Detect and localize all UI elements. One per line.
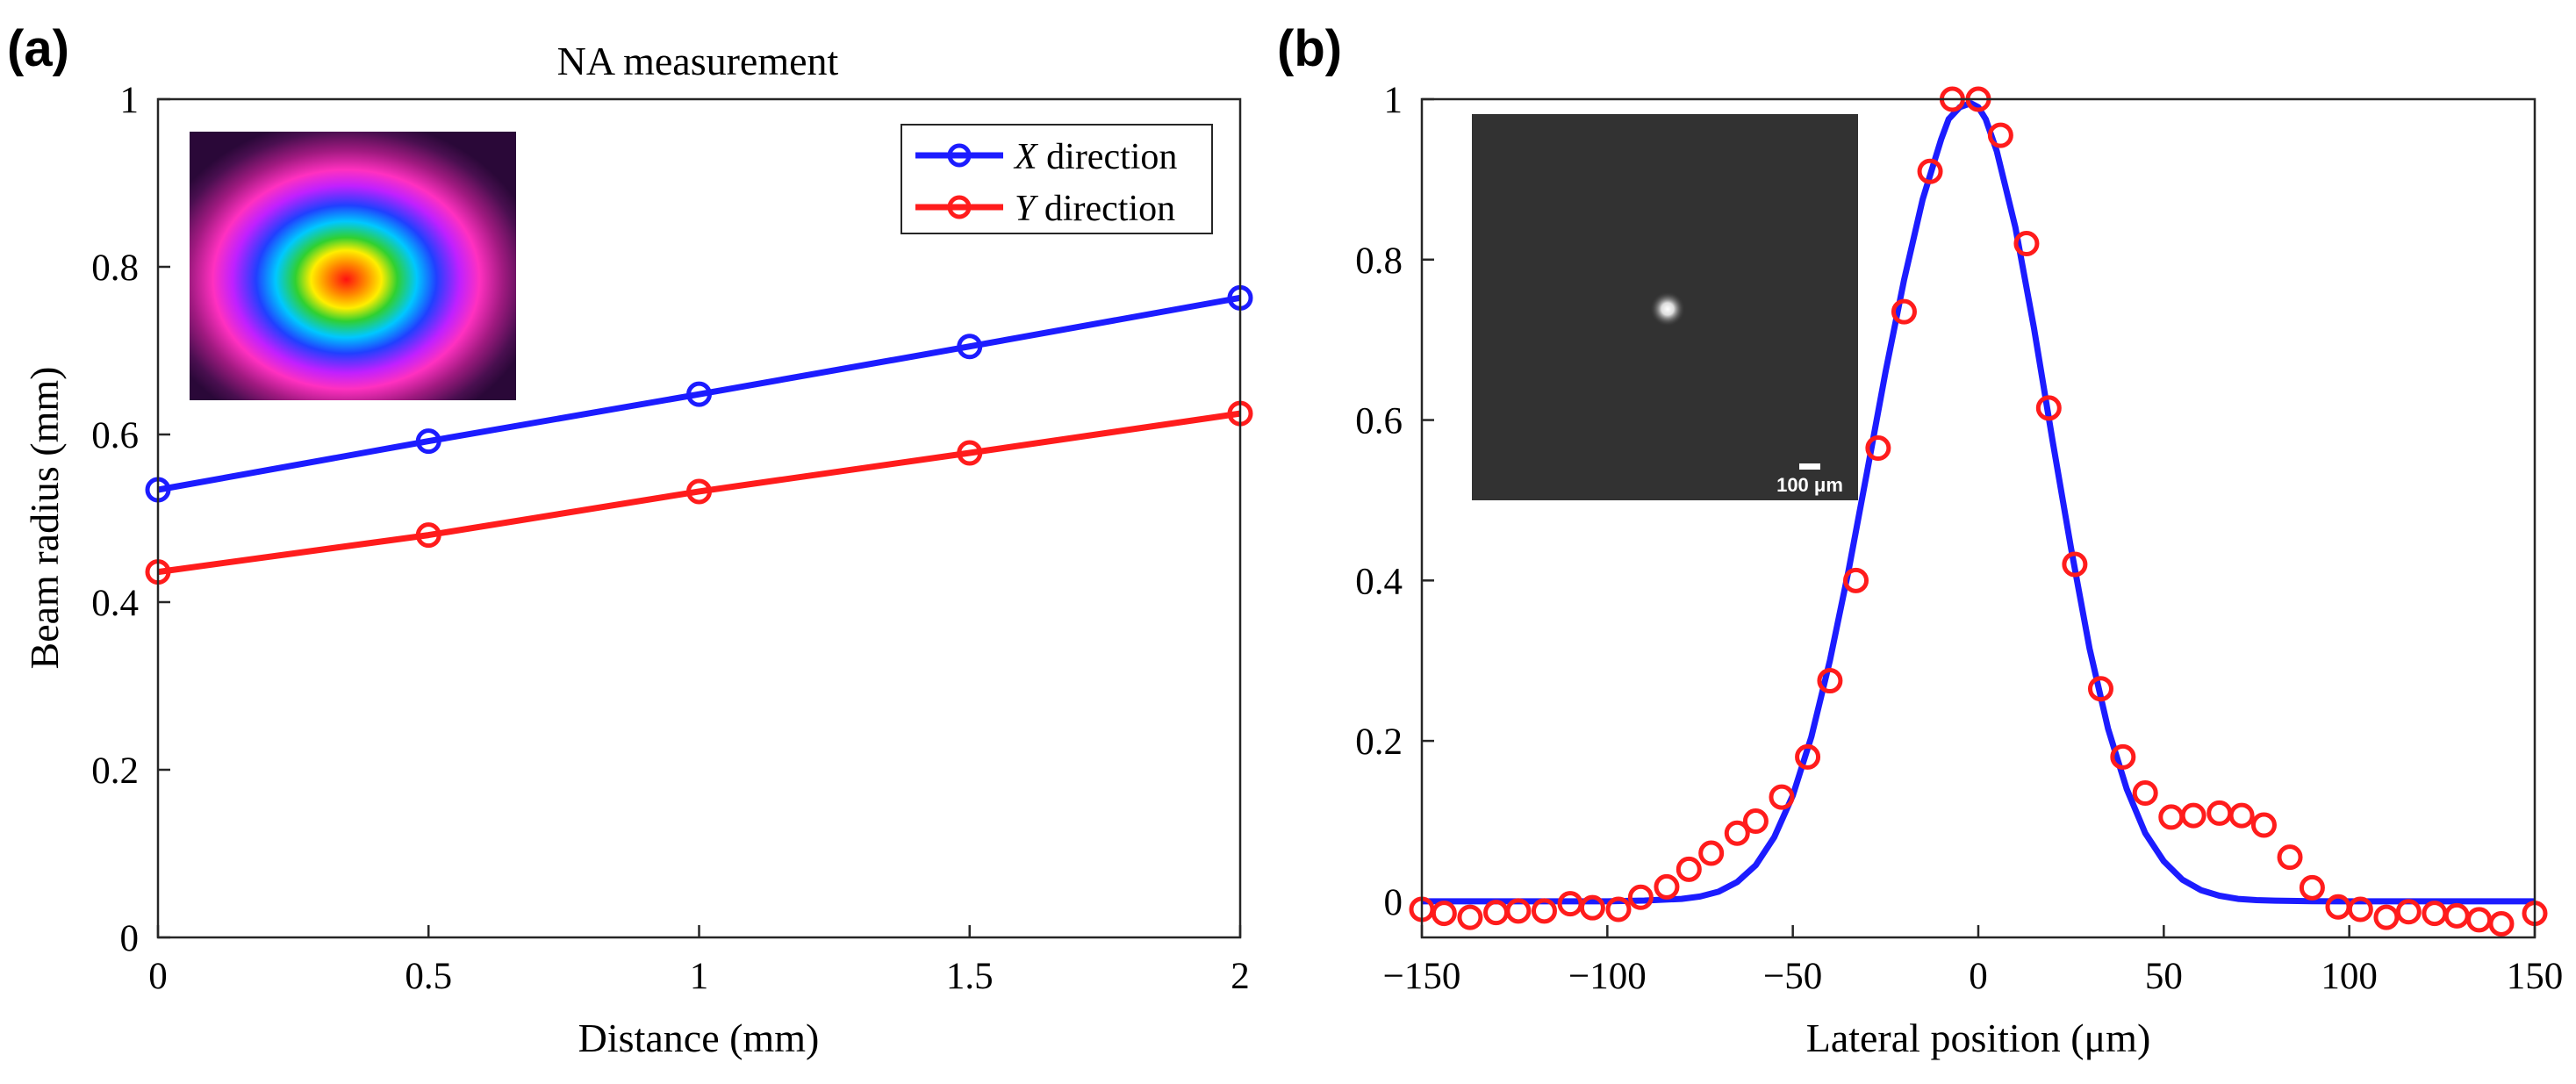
measured-marker	[2132, 780, 2158, 807]
measured-marker	[2013, 230, 2040, 256]
y-tick-label: 0.2	[1355, 721, 1403, 763]
measured-marker	[2158, 804, 2185, 830]
panel-b-x-ticks: −150 −100 −50 0 50 100 150	[1383, 925, 2564, 997]
y-tick-label: 0.6	[1355, 401, 1403, 442]
y-tick-label: 1	[120, 80, 140, 121]
measured-marker	[1917, 158, 1943, 184]
legend-x-label: X direction	[1013, 137, 1177, 177]
panel-a-series	[145, 284, 1253, 585]
x-tick-label: 1.5	[946, 956, 994, 997]
measured-marker	[2206, 800, 2233, 826]
x-tick-label: 0	[1969, 956, 1988, 997]
panel-a-label: (a)	[7, 20, 69, 77]
panel-a-x-ticks: 0 0.5 1 1.5 2	[148, 925, 1250, 997]
measured-marker	[2110, 743, 2136, 770]
x-tick-label: 1	[690, 956, 709, 997]
measured-marker	[1457, 904, 1483, 930]
measured-marker	[2488, 910, 2515, 937]
panel-b-x-axis-label: Lateral position (μm)	[1806, 1016, 2151, 1060]
measured-marker	[1605, 896, 1632, 922]
measured-marker	[2422, 901, 2448, 927]
y-direction-marker	[686, 478, 712, 505]
measured-marker	[1698, 840, 1725, 866]
measured-marker	[2395, 899, 2422, 925]
legend-y-marker	[947, 195, 972, 219]
measured-marker	[2035, 395, 2062, 421]
y-tick-label: 0.8	[91, 248, 139, 289]
y-direction-marker	[415, 522, 441, 549]
measured-marker	[1891, 298, 1917, 325]
measured-marker	[2250, 812, 2277, 838]
microscope-spot-inset: 100 μm	[1472, 114, 1858, 500]
panel-b-axes-frame	[1420, 97, 2537, 939]
y-tick-label: 0.4	[91, 583, 139, 624]
x-direction-marker	[415, 428, 441, 455]
measured-marker	[1627, 884, 1654, 910]
y-tick-label: 0.4	[1355, 561, 1403, 602]
measured-marker	[2466, 907, 2493, 933]
x-direction-marker	[686, 381, 712, 407]
y-tick-label: 0.2	[91, 750, 139, 792]
measured-marker	[1865, 435, 1891, 462]
measured-marker	[1795, 743, 1821, 770]
fit-line	[1422, 100, 2535, 905]
measured-marker	[2347, 896, 2373, 922]
x-tick-label: 2	[1231, 956, 1250, 997]
panel-a-title: NA measurement	[557, 39, 839, 83]
x-tick-label: −100	[1568, 956, 1647, 997]
measured-marker	[2299, 874, 2325, 901]
x-tick-label: −50	[1763, 956, 1822, 997]
measured-marker	[1769, 784, 1795, 810]
panel-a-axes-frame	[156, 97, 1242, 939]
y-direction-line	[157, 410, 1241, 576]
y-tick-label: 0	[120, 918, 140, 959]
measured-marker	[1724, 820, 1750, 846]
y-tick-label: 0.6	[91, 415, 139, 456]
x-tick-label: 0	[148, 956, 168, 997]
measured-marker	[1505, 898, 1532, 924]
x-tick-label: 100	[2321, 956, 2378, 997]
measured-marker	[2277, 844, 2303, 871]
legend-y-label: Y direction	[1015, 189, 1175, 229]
y-direction-marker	[957, 440, 983, 466]
beam-profile-inset	[190, 132, 516, 400]
y-tick-label: 0.8	[1355, 240, 1403, 282]
measured-marker	[2373, 904, 2400, 930]
measured-marker	[1531, 898, 1557, 924]
measured-marker	[1817, 668, 1843, 694]
measured-marker	[1843, 567, 1869, 593]
measured-marker	[2443, 902, 2470, 929]
panel-a-y-ticks: 0 0.2 0.4 0.6 0.8 1	[91, 80, 170, 959]
measured-marker	[1675, 856, 1702, 882]
panel-a-x-axis-label: Distance (mm)	[578, 1016, 820, 1060]
legend-x-marker	[947, 143, 972, 168]
x-direction-line	[157, 294, 1241, 493]
panel-a-y-axis-label: Beam radius (mm)	[22, 367, 67, 670]
measured-marker	[1742, 808, 1769, 834]
scale-bar	[1799, 463, 1820, 470]
measured-marker	[2062, 551, 2088, 578]
x-tick-label: −150	[1383, 956, 1461, 997]
x-tick-label: 0.5	[405, 956, 452, 997]
measured-marker	[1579, 894, 1605, 921]
measured-marker	[2087, 676, 2113, 702]
panel-b-label: (b)	[1277, 20, 1342, 77]
scale-bar-label: 100 μm	[1776, 474, 1843, 496]
y-tick-label: 0	[1384, 882, 1403, 923]
measured-marker	[1654, 873, 1680, 900]
measured-marker	[2180, 802, 2206, 829]
measured-marker	[1431, 901, 1457, 927]
x-tick-label: 150	[2507, 956, 2564, 997]
x-direction-marker	[957, 334, 983, 360]
x-tick-label: 50	[2145, 956, 2183, 997]
panel-b-series	[1409, 86, 2548, 937]
measured-marker	[1987, 122, 2013, 148]
measured-marker	[2228, 802, 2255, 829]
y-tick-label: 1	[1384, 80, 1403, 121]
panel-a-legend: X direction Y direction	[901, 124, 1213, 234]
measured-marker	[1483, 900, 1510, 926]
